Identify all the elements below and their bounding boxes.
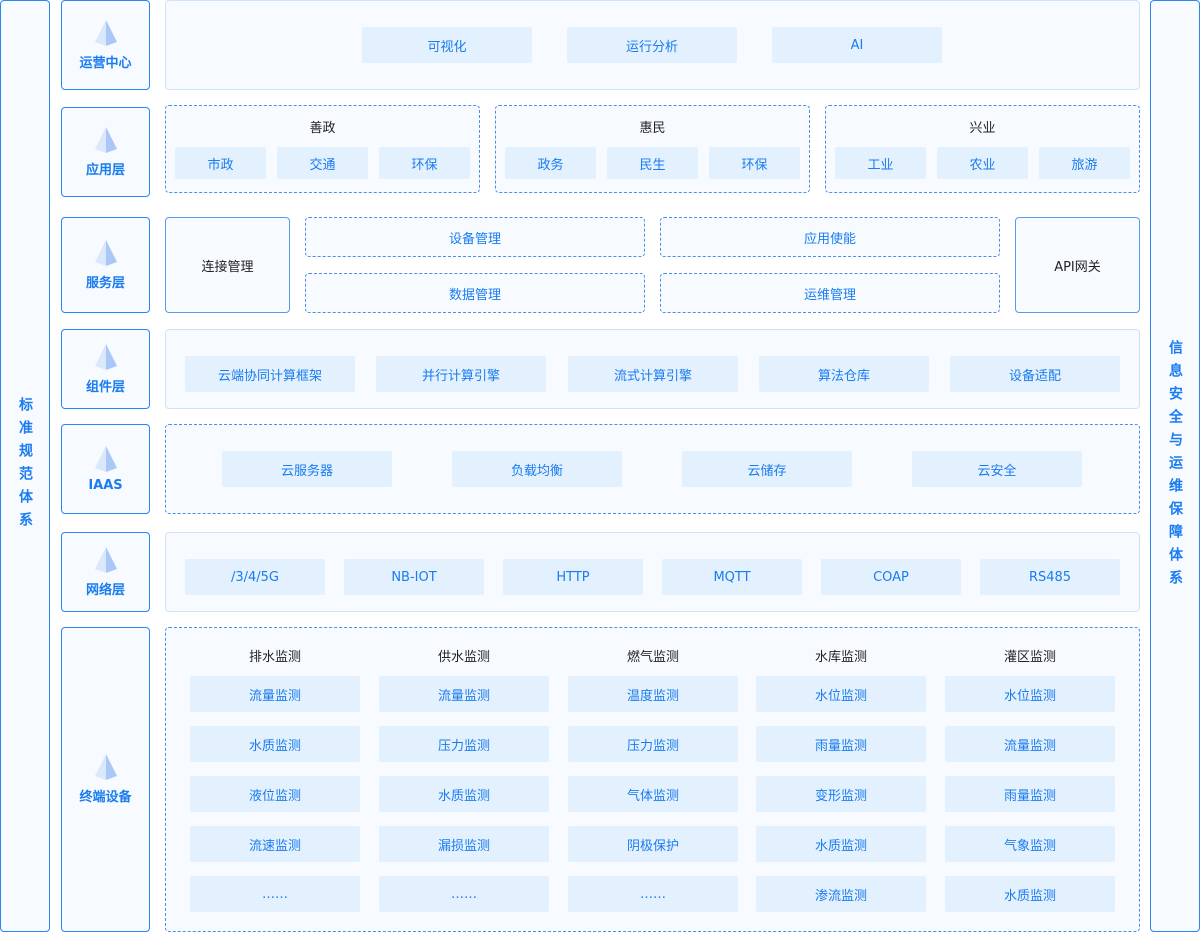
network-item[interactable]: NB-IOT (344, 559, 484, 595)
component-item[interactable]: 云端协同计算框架 (185, 356, 355, 392)
component-item[interactable]: 算法仓库 (759, 356, 929, 392)
terminal-item[interactable]: 变形监测 (756, 776, 926, 812)
app-group-title: 兴业 (969, 121, 996, 136)
app-item[interactable]: 市政 (175, 147, 266, 179)
service-item[interactable]: 数据管理 (305, 273, 645, 313)
layer-name: 应用层 (85, 162, 125, 178)
app-item[interactable]: 旅游 (1039, 147, 1130, 179)
pyramid-icon (94, 239, 117, 266)
component-item[interactable]: 流式计算引擎 (568, 356, 738, 392)
terminal-item[interactable]: 流量监测 (190, 676, 360, 712)
layer-name: IAAS (88, 477, 123, 493)
layer-name: 网络层 (85, 582, 125, 598)
ops-item[interactable]: 可视化 (362, 27, 532, 63)
network-item[interactable]: HTTP (503, 559, 643, 595)
terminal-item[interactable]: 温度监测 (568, 676, 738, 712)
terminal-item[interactable]: 气体监测 (568, 776, 738, 812)
standards-system-bar: 标准规范体系 (0, 0, 50, 932)
layer-name: 终端设备 (79, 790, 132, 805)
terminal-item[interactable]: 阴极保护 (568, 826, 738, 862)
iaas-item[interactable]: 负载均衡 (452, 451, 622, 487)
terminal-column-title: 灌区监测 (1003, 650, 1056, 665)
terminal-item[interactable]: 水质监测 (945, 876, 1115, 912)
terminal-item[interactable]: 液位监测 (190, 776, 360, 812)
service-item[interactable]: 运维管理 (660, 273, 1000, 313)
network-item[interactable]: MQTT (662, 559, 802, 595)
terminal-column-title: 排水监测 (248, 650, 301, 665)
terminal-item[interactable]: 水质监测 (190, 726, 360, 762)
terminal-column-title: 水库监测 (814, 650, 867, 665)
terminal-item[interactable]: …… (190, 876, 360, 912)
service-item[interactable]: 应用使能 (660, 217, 1000, 257)
terminal-item[interactable]: 水位监测 (945, 676, 1115, 712)
terminal-item[interactable]: 流量监测 (945, 726, 1115, 762)
terminal-column-title: 燃气监测 (626, 650, 679, 665)
component-item[interactable]: 设备适配 (950, 356, 1120, 392)
service-item[interactable]: 设备管理 (305, 217, 645, 257)
terminal-item[interactable]: 压力监测 (379, 726, 549, 762)
terminal-item[interactable]: 漏损监测 (379, 826, 549, 862)
pyramid-icon (94, 546, 117, 573)
iaas-item[interactable]: 云安全 (912, 451, 1082, 487)
ops-item[interactable]: AI (772, 27, 942, 63)
layer-name: 运营中心 (79, 55, 132, 71)
terminal-item[interactable]: 水质监测 (379, 776, 549, 812)
app-item[interactable]: 环保 (379, 147, 470, 179)
app-item[interactable]: 政务 (505, 147, 596, 179)
layer-label: 运营中心 (61, 0, 150, 90)
network-item[interactable]: RS485 (980, 559, 1120, 595)
network-item[interactable]: COAP (821, 559, 961, 595)
ops-item[interactable]: 运行分析 (567, 27, 737, 63)
pyramid-icon (94, 126, 117, 153)
iaas-item[interactable]: 云储存 (682, 451, 852, 487)
app-item[interactable]: 工业 (835, 147, 926, 179)
component-item[interactable]: 并行计算引擎 (376, 356, 546, 392)
layer-label: 终端设备 (61, 627, 150, 932)
pyramid-icon (94, 445, 117, 472)
terminal-item[interactable]: 流速监测 (190, 826, 360, 862)
terminal-item[interactable]: 压力监测 (568, 726, 738, 762)
app-group-title: 惠民 (639, 121, 666, 136)
security-ops-bar: 信息安全与运维保障体系 (1150, 0, 1200, 932)
terminal-item[interactable]: 雨量监测 (945, 776, 1115, 812)
layer-label: IAAS (61, 424, 150, 514)
layer-label: 网络层 (61, 532, 150, 612)
app-item[interactable]: 民生 (607, 147, 698, 179)
standards-system-label: 标准规范体系 (17, 397, 33, 535)
terminal-item[interactable]: …… (568, 876, 738, 912)
terminal-item[interactable]: 水位监测 (756, 676, 926, 712)
layer-label: 应用层 (61, 107, 150, 197)
pyramid-icon (94, 19, 117, 46)
terminal-item[interactable]: …… (379, 876, 549, 912)
iaas-item[interactable]: 云服务器 (222, 451, 392, 487)
service-right[interactable]: API网关 (1015, 217, 1140, 313)
pyramid-icon (94, 754, 117, 780)
terminal-item[interactable]: 水质监测 (756, 826, 926, 862)
terminal-item[interactable]: 雨量监测 (756, 726, 926, 762)
terminal-item[interactable]: 流量监测 (379, 676, 549, 712)
layer-label: 服务层 (61, 217, 150, 313)
terminal-column-title: 供水监测 (437, 650, 490, 665)
layer-name: 服务层 (85, 275, 125, 291)
app-item[interactable]: 农业 (937, 147, 1028, 179)
network-item[interactable]: /3/4/5G (185, 559, 325, 595)
security-ops-label: 信息安全与运维保障体系 (1167, 339, 1183, 593)
app-group-title: 善政 (309, 121, 336, 136)
service-left[interactable]: 连接管理 (165, 217, 290, 313)
network-panel (165, 532, 1140, 612)
app-item[interactable]: 交通 (277, 147, 368, 179)
app-item[interactable]: 环保 (709, 147, 800, 179)
pyramid-icon (94, 343, 117, 370)
terminal-item[interactable]: 渗流监测 (756, 876, 926, 912)
layer-label: 组件层 (61, 329, 150, 409)
terminal-item[interactable]: 气象监测 (945, 826, 1115, 862)
layer-name: 组件层 (85, 379, 125, 395)
